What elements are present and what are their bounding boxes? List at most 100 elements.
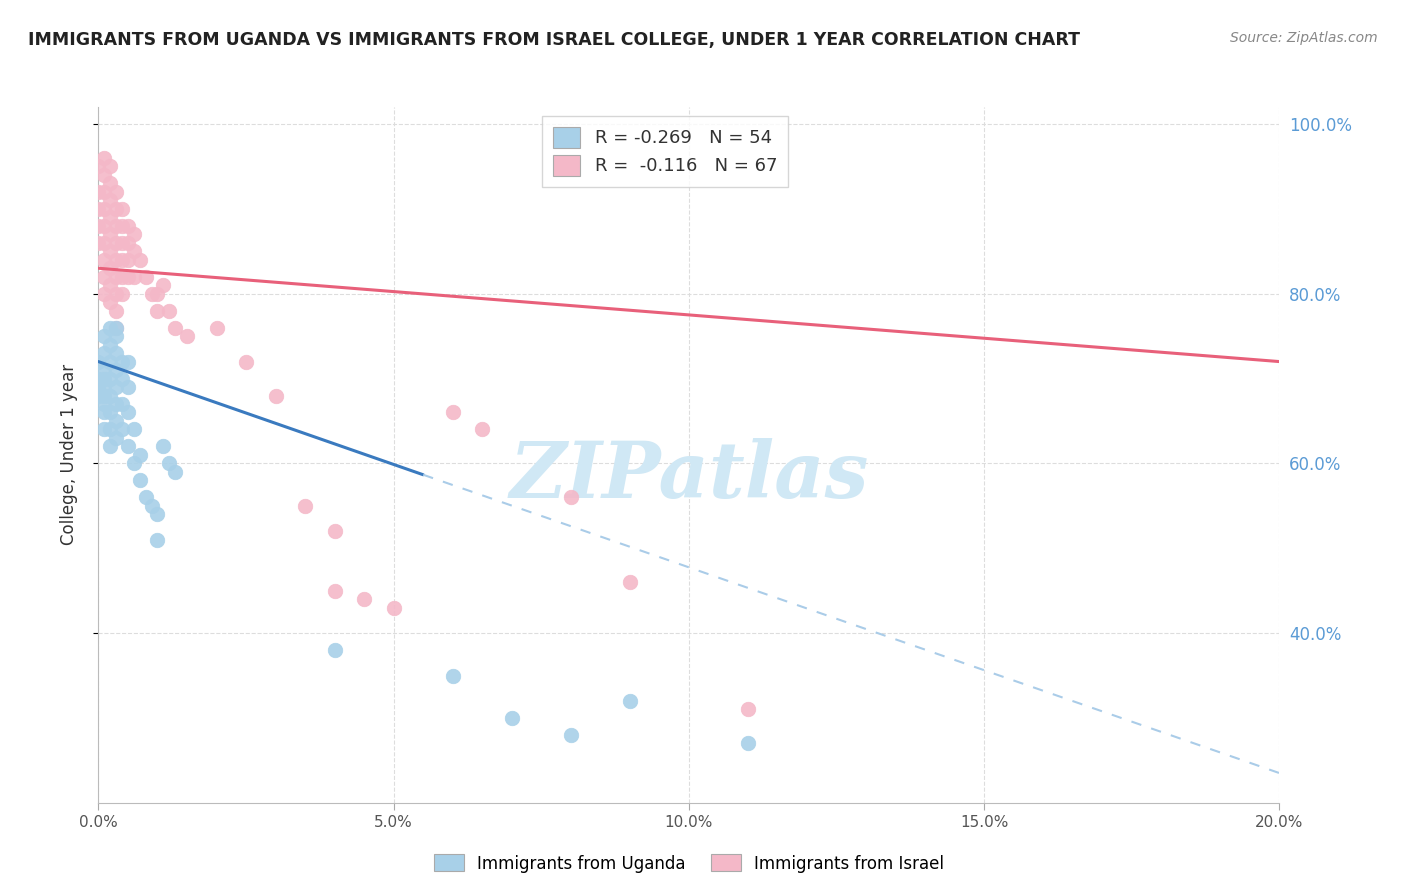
Point xyxy=(165,320,187,334)
Point xyxy=(87,185,110,199)
Point xyxy=(122,227,145,242)
Point xyxy=(105,346,128,360)
Point xyxy=(93,422,115,436)
Point xyxy=(111,252,134,267)
Point xyxy=(157,457,180,471)
Text: ZIPatlas: ZIPatlas xyxy=(509,438,869,514)
Point xyxy=(98,439,121,453)
Point xyxy=(105,329,128,343)
Point xyxy=(98,422,121,436)
Point xyxy=(98,405,121,419)
Point xyxy=(98,160,121,174)
Point xyxy=(122,244,145,259)
Point xyxy=(98,194,121,208)
Point xyxy=(87,388,110,402)
Point xyxy=(105,303,128,318)
Point xyxy=(135,269,157,284)
Point xyxy=(117,252,139,267)
Point xyxy=(128,252,150,267)
Point xyxy=(93,329,115,343)
Point xyxy=(146,508,169,522)
Point xyxy=(87,235,110,250)
Legend: R = -0.269   N = 54, R =  -0.116   N = 67: R = -0.269 N = 54, R = -0.116 N = 67 xyxy=(543,116,789,186)
Point xyxy=(619,575,641,590)
Point xyxy=(105,185,128,199)
Point xyxy=(353,592,375,607)
Point xyxy=(111,286,134,301)
Point xyxy=(141,499,163,513)
Point xyxy=(98,295,121,310)
Point xyxy=(98,388,121,402)
Point xyxy=(87,219,110,233)
Point xyxy=(105,269,128,284)
Point xyxy=(165,465,187,479)
Point xyxy=(87,380,110,394)
Point xyxy=(323,524,346,539)
Point xyxy=(93,388,115,402)
Point xyxy=(128,448,150,462)
Point xyxy=(128,474,150,488)
Point xyxy=(105,286,128,301)
Point xyxy=(117,380,139,394)
Point xyxy=(93,346,115,360)
Point xyxy=(98,278,121,293)
Point xyxy=(117,439,139,453)
Point xyxy=(93,363,115,377)
Point xyxy=(93,168,115,182)
Point xyxy=(105,320,128,334)
Point xyxy=(105,414,128,428)
Point xyxy=(87,354,110,368)
Point xyxy=(135,491,157,505)
Point xyxy=(146,286,169,301)
Point xyxy=(117,269,139,284)
Point xyxy=(105,397,128,411)
Point xyxy=(146,533,169,547)
Point xyxy=(93,371,115,385)
Point xyxy=(98,354,121,368)
Point xyxy=(560,491,582,505)
Point xyxy=(111,235,134,250)
Point xyxy=(117,405,139,419)
Point xyxy=(98,177,121,191)
Point xyxy=(105,380,128,394)
Point xyxy=(93,286,115,301)
Point xyxy=(93,380,115,394)
Point xyxy=(105,202,128,216)
Point xyxy=(98,371,121,385)
Point xyxy=(111,269,134,284)
Point xyxy=(294,499,316,513)
Point xyxy=(98,244,121,259)
Point xyxy=(87,202,110,216)
Point xyxy=(105,363,128,377)
Point xyxy=(264,388,287,402)
Point xyxy=(122,269,145,284)
Point xyxy=(93,252,115,267)
Point xyxy=(117,235,139,250)
Point xyxy=(122,422,145,436)
Point xyxy=(111,219,134,233)
Point xyxy=(323,643,346,657)
Point xyxy=(737,702,759,716)
Point xyxy=(105,219,128,233)
Point xyxy=(98,320,121,334)
Point xyxy=(117,219,139,233)
Point xyxy=(93,185,115,199)
Point xyxy=(87,160,110,174)
Point xyxy=(152,278,174,293)
Legend: Immigrants from Uganda, Immigrants from Israel: Immigrants from Uganda, Immigrants from … xyxy=(427,847,950,880)
Point xyxy=(111,422,134,436)
Point xyxy=(560,728,582,742)
Point xyxy=(122,457,145,471)
Point xyxy=(93,235,115,250)
Point xyxy=(501,711,523,725)
Point xyxy=(323,583,346,598)
Point xyxy=(93,405,115,419)
Point xyxy=(105,252,128,267)
Point xyxy=(105,431,128,445)
Point xyxy=(111,371,134,385)
Point xyxy=(235,354,257,368)
Point xyxy=(441,668,464,682)
Point xyxy=(152,439,174,453)
Point xyxy=(105,320,128,334)
Point xyxy=(93,397,115,411)
